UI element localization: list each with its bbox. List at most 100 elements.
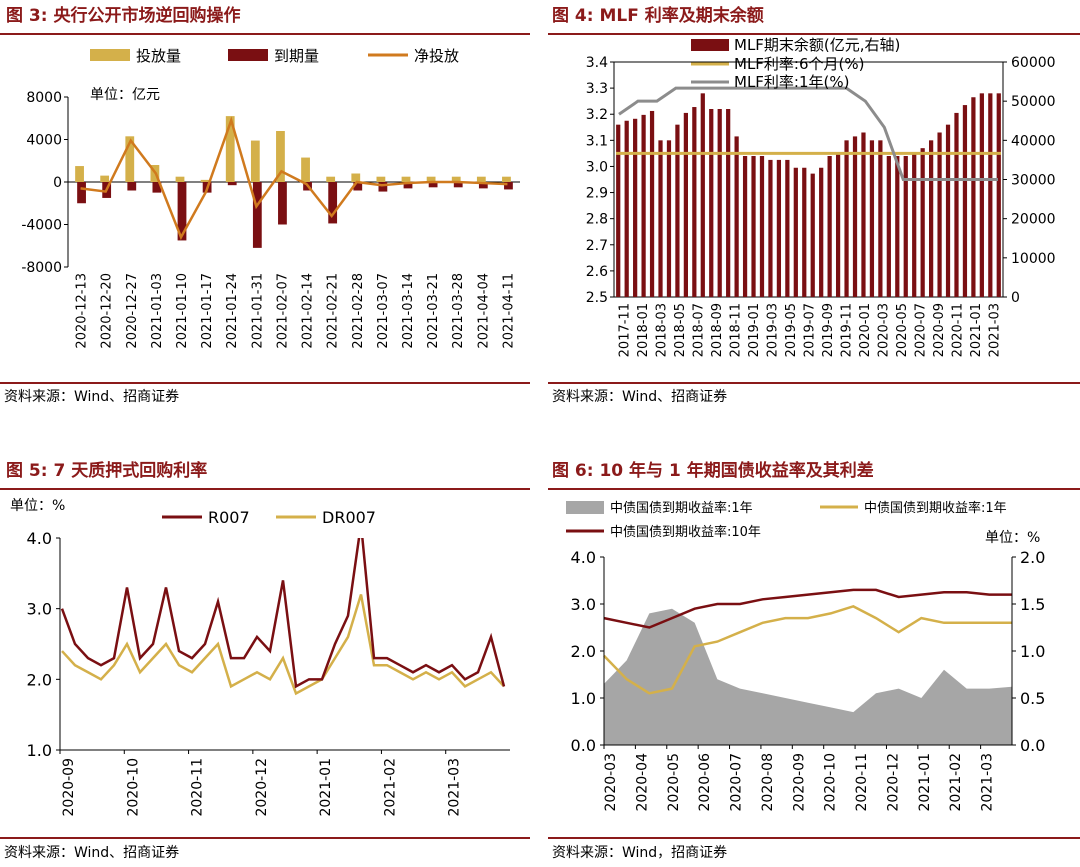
legend-label: 投放量	[136, 47, 181, 65]
x-tick-label: 2020-12-27	[125, 273, 140, 349]
bar-issuance	[301, 157, 310, 182]
y-tick-label-left: 4.0	[571, 548, 596, 567]
x-tick-label: 2021-03-07	[376, 273, 391, 349]
bar-mlf-balance	[852, 136, 858, 297]
panel-mlf: 图 4: MLF 利率及期末余额 3.4 3.3 3.2 3.1 3.0 2.9 2.8 2.…	[548, 0, 1080, 420]
bar-maturity	[478, 182, 488, 189]
bar-mlf-balance	[641, 114, 646, 297]
bar-maturity	[353, 182, 363, 191]
y-tick-label: -4000	[21, 218, 62, 234]
bar-issuance	[401, 176, 411, 182]
x-tick-label: 2021-03-21	[426, 273, 441, 349]
bar-mlf-balance	[929, 140, 934, 297]
bar-mlf-balance	[954, 112, 959, 298]
y-tick-label: 2.0	[27, 670, 52, 689]
source-note: 资料来源：Wind、招商证券	[552, 389, 728, 405]
bar-mlf-balance	[903, 156, 908, 297]
bar-maturity	[378, 182, 388, 192]
bar-mlf-balance	[971, 97, 976, 297]
bar-mlf-balance	[675, 124, 680, 298]
legend-swatch	[90, 49, 130, 61]
x-tick-label: 2021-01	[969, 303, 984, 357]
bar-issuance	[276, 131, 285, 182]
y-tick-label-right: 50000	[1011, 94, 1056, 110]
x-tick-label: 2021-04-11	[501, 273, 516, 349]
unit-label: 单位：亿元	[90, 87, 160, 103]
bar-mlf-balance	[709, 109, 714, 297]
x-tick-label: 2020-03	[603, 753, 619, 812]
legend-label: 中债国债到期收益率:1年	[610, 500, 753, 516]
y-tick-label-left: 2.6	[586, 264, 608, 280]
legend-label: MLF利率:6个月(%)	[734, 55, 864, 73]
panel-title: 图 3: 央行公开市场逆回购操作	[6, 6, 241, 26]
bar-mlf-balance	[819, 167, 824, 297]
bar-issuance	[326, 176, 336, 182]
x-tick-label: 2021-02-28	[351, 273, 366, 349]
y-tick-label-left: 1.0	[571, 689, 596, 708]
bar-issuance	[225, 116, 235, 182]
chart-treasury: 4.0 3.0 2.0 1.0 0.0 2.0 1.5 1.0 0.5 0.0 2020-03 202…	[566, 500, 1045, 812]
x-tick-label: 2018-11	[728, 303, 743, 357]
bar-mlf-balance	[616, 124, 621, 298]
bar-maturity	[453, 182, 463, 188]
bar-mlf-balance	[937, 132, 942, 297]
bar-mlf-balance	[734, 136, 739, 297]
x-tick-label: 2020-07	[729, 753, 745, 812]
bar-mlf-balance	[810, 173, 815, 297]
bar-mlf-balance	[742, 156, 748, 297]
chart-mlf: 3.4 3.3 3.2 3.1 3.0 2.9 2.8 2.7 2.6 2.5 60000 50000…	[586, 36, 1056, 357]
line-dr007	[61, 594, 505, 696]
y-tick-label-left: 3.0	[571, 595, 596, 614]
source-rule	[548, 382, 1080, 384]
source-rule	[0, 382, 530, 384]
bar-mlf-balance	[793, 167, 798, 297]
bar-issuance	[75, 166, 84, 182]
y-tick-label-right: 20000	[1011, 212, 1056, 228]
x-tick-label: 2020-05	[895, 303, 910, 357]
legend-label: MLF利率:1年(%)	[734, 73, 849, 91]
y-tick-label-right: 40000	[1011, 133, 1056, 149]
legend-swatch	[691, 39, 729, 51]
title-rule	[0, 33, 530, 35]
bar-mlf-balance	[912, 152, 917, 297]
x-tick-label: 2020-09	[932, 303, 947, 357]
y-tick-label-right: 30000	[1011, 173, 1056, 189]
bar-maturity	[252, 182, 262, 248]
y-tick-label-left: 2.7	[586, 238, 608, 254]
bar-mlf-balance	[996, 93, 1001, 297]
y-tick-label-right: 0	[1011, 290, 1020, 306]
x-tick-label: 2021-01	[318, 758, 334, 817]
title-rule	[548, 488, 1080, 490]
y-tick-label-left: 2.9	[586, 186, 608, 202]
x-tick-label: 2021-02	[382, 758, 398, 817]
x-tick-label: 2020-10	[823, 753, 839, 812]
legend-label: 中债国债到期收益率:10年	[610, 524, 761, 540]
bar-maturity	[278, 182, 287, 225]
legend-swatch	[228, 49, 268, 61]
y-tick-label-left: 2.0	[571, 642, 596, 661]
bar-issuance	[250, 140, 260, 182]
bar-mlf-balance	[768, 159, 773, 297]
area-spread	[604, 608, 1012, 745]
bar-maturity	[227, 182, 237, 186]
bar-mlf-balance	[726, 109, 731, 297]
bar-maturity	[328, 182, 338, 224]
x-tick-label: 2020-12-13	[75, 273, 90, 349]
bar-maturity	[504, 182, 513, 190]
x-tick-label: 2021-02-21	[326, 273, 341, 349]
bar-issuance	[451, 176, 461, 182]
x-tick-label: 2020-11	[951, 303, 966, 357]
y-tick-label-left: 0.0	[571, 736, 596, 755]
x-tick-label: 2020-05	[666, 753, 682, 812]
y-tick-label-right: 2.0	[1020, 548, 1045, 567]
x-tick-label: 2020-04	[634, 753, 650, 812]
bar-issuance	[426, 176, 436, 182]
y-tick-label-right: 60000	[1011, 55, 1056, 71]
x-tick-label: 2020-09	[791, 753, 807, 812]
chart-repo: 4.0 3.0 2.0 1.0 单位：% 2020-09 2020-10 2020-11 202…	[10, 498, 510, 817]
y-tick-label-right: 0.5	[1020, 689, 1045, 708]
x-tick-label: 2021-01-24	[225, 273, 240, 349]
bar-maturity	[77, 182, 86, 204]
bar-mlf-balance	[827, 156, 832, 297]
bar-maturity	[127, 182, 137, 191]
